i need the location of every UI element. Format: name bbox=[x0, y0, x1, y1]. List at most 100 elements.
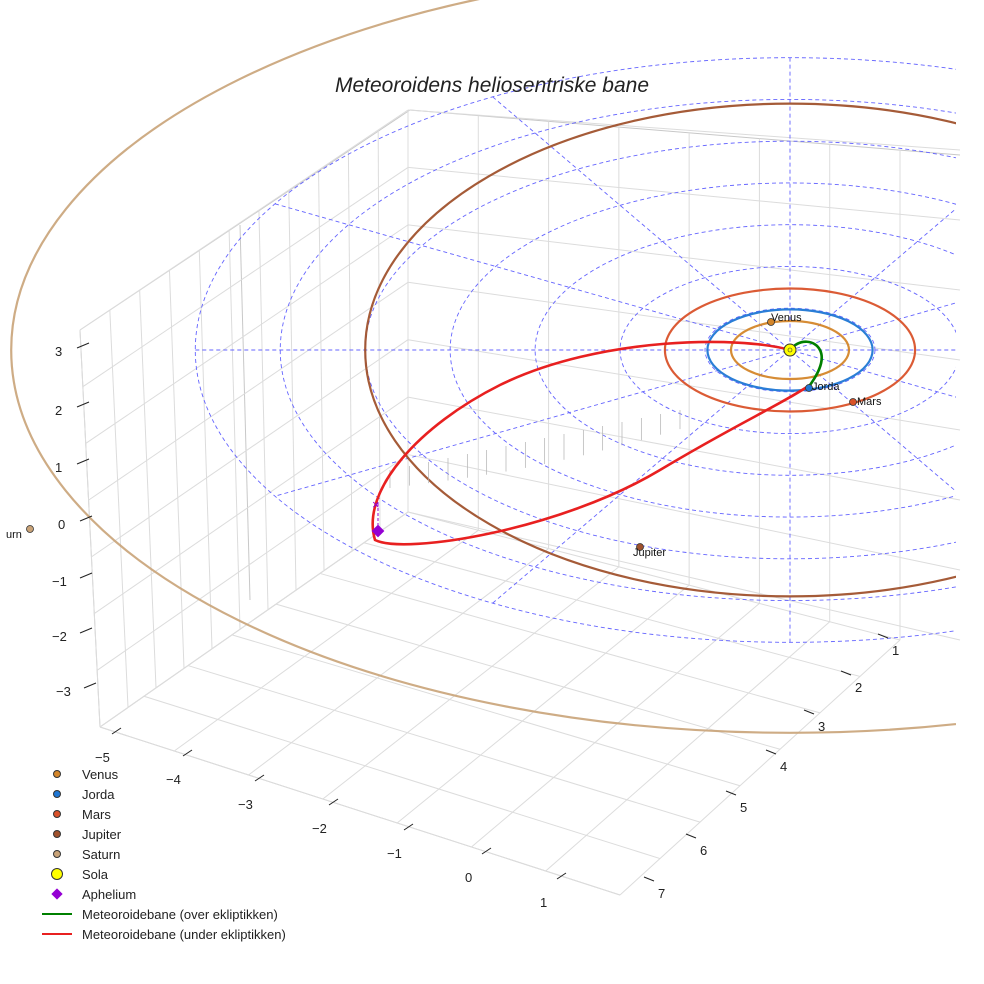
legend-symbol bbox=[40, 844, 76, 864]
wall-gridline bbox=[82, 167, 409, 388]
wall-gridline bbox=[407, 396, 961, 501]
z-tick-mark bbox=[76, 458, 90, 465]
wall-gridline bbox=[258, 209, 269, 610]
legend: Venus Jorda Mars Jupiter Saturn Sola Aphelium M… bbox=[40, 764, 286, 944]
z-tick-label: 1 bbox=[55, 460, 62, 475]
z-tick-label: 3 bbox=[55, 344, 62, 359]
floor-gridline bbox=[471, 603, 760, 848]
sun-symbol bbox=[787, 347, 793, 353]
planet-label-jupiter: Jupiter bbox=[633, 547, 666, 559]
x-tick-mark bbox=[556, 872, 567, 880]
wall-gridline bbox=[288, 189, 297, 591]
orbit-jorda bbox=[706, 308, 874, 392]
orbit-saturn bbox=[10, 0, 956, 734]
sun-marker bbox=[783, 343, 797, 357]
planet-label-jorda: Jorda bbox=[812, 381, 840, 393]
wall-gridline bbox=[168, 269, 185, 669]
y-tick-label: 3 bbox=[818, 719, 825, 734]
chart-title: Meteoroidens heliosentriske bane bbox=[334, 74, 650, 97]
wall-gridline bbox=[79, 329, 101, 728]
wall-gridline bbox=[318, 169, 325, 571]
floor-gridline bbox=[99, 726, 621, 896]
legend-symbol bbox=[40, 804, 76, 824]
planet-label-saturn: urn bbox=[6, 529, 22, 541]
floor-gridline bbox=[143, 695, 661, 860]
orbit-venus bbox=[729, 319, 851, 381]
planet-jupiter bbox=[636, 543, 644, 551]
box-edge bbox=[239, 224, 251, 601]
orbit-jupiter bbox=[364, 102, 956, 598]
y-tick-mark bbox=[725, 790, 737, 796]
x-tick-label: −2 bbox=[312, 821, 327, 836]
legend-symbol bbox=[40, 904, 76, 924]
y-tick-label: 4 bbox=[780, 759, 787, 774]
y-tick-mark bbox=[877, 633, 889, 639]
y-tick-mark bbox=[803, 709, 815, 715]
wall-gridline bbox=[407, 224, 961, 291]
legend-item: Sola bbox=[40, 864, 286, 884]
x-tick-label: −5 bbox=[95, 750, 110, 765]
z-tick-label: 0 bbox=[58, 517, 65, 532]
z-tick-mark bbox=[76, 342, 90, 349]
wall-gridline bbox=[96, 454, 409, 671]
floor-gridline bbox=[396, 584, 690, 824]
legend-symbol bbox=[40, 764, 76, 784]
legend-marker bbox=[53, 810, 61, 818]
wall-gridline bbox=[109, 309, 129, 708]
y-tick-label: 1 bbox=[892, 643, 899, 658]
legend-symbol bbox=[40, 824, 76, 844]
wall-gridline bbox=[377, 129, 381, 532]
orbit-mars bbox=[663, 287, 917, 413]
wall-gridline bbox=[88, 281, 409, 501]
x-tick-label: −1 bbox=[387, 846, 402, 861]
floor-gridline bbox=[173, 529, 479, 752]
floor-gridline bbox=[322, 566, 620, 800]
floor-gridline bbox=[275, 603, 781, 750]
y-tick-label: 6 bbox=[700, 843, 707, 858]
y-tick-mark bbox=[840, 670, 852, 676]
wall-gridline bbox=[407, 454, 961, 571]
floor-gridline bbox=[187, 665, 701, 823]
legend-label: Jupiter bbox=[82, 826, 122, 842]
y-tick-label: 7 bbox=[658, 886, 665, 901]
wall-gridline bbox=[407, 109, 961, 151]
z-tick-mark bbox=[76, 401, 90, 408]
planet-label-mars: Mars bbox=[857, 396, 882, 408]
legend-item: Saturn bbox=[40, 844, 286, 864]
wall-gridline bbox=[85, 224, 409, 444]
planet-venus bbox=[767, 318, 775, 326]
floor-gridline bbox=[545, 621, 831, 872]
legend-symbol bbox=[40, 784, 76, 804]
legend-marker bbox=[42, 933, 72, 935]
z-tick-mark bbox=[83, 682, 97, 689]
x-tick-label: −4 bbox=[166, 772, 181, 787]
wall-gridline bbox=[347, 149, 353, 552]
wall-gridline bbox=[94, 396, 409, 614]
wall-gridline bbox=[228, 229, 241, 630]
legend-label: Aphelium bbox=[82, 886, 137, 902]
legend-label: Venus bbox=[82, 766, 119, 782]
legend-item: Meteoroidebane (under ekliptikken) bbox=[40, 924, 286, 944]
floor-gridline bbox=[248, 548, 549, 776]
axis-ticks: 3 2 1 0 −1 −2 −3 −5 −4 −3 −2 −1 0 1 1 2 3 4 5 6 7 bbox=[52, 342, 899, 910]
z-tick-label: −2 bbox=[52, 629, 67, 644]
path-below-ecliptic bbox=[371, 340, 811, 546]
legend-marker bbox=[51, 868, 63, 880]
z-tick-mark bbox=[79, 515, 93, 522]
planet-label-venus: Venus bbox=[771, 312, 802, 324]
x-tick-mark bbox=[328, 798, 339, 806]
z-tick-label: −1 bbox=[52, 574, 67, 589]
x-tick-mark bbox=[481, 847, 492, 855]
x-tick-mark bbox=[254, 774, 265, 782]
wall-gridline bbox=[407, 511, 961, 641]
legend-item: Mars bbox=[40, 804, 286, 824]
floor-gridline bbox=[319, 572, 821, 714]
legend-item: Aphelium bbox=[40, 884, 286, 904]
legend-symbol bbox=[40, 864, 76, 884]
x-tick-mark bbox=[403, 823, 414, 831]
x-tick-mark bbox=[182, 749, 193, 757]
wall-gridline bbox=[407, 281, 961, 361]
x-tick-label: −3 bbox=[238, 797, 253, 812]
planet-mars bbox=[849, 398, 857, 406]
wall-gridline bbox=[407, 339, 961, 431]
